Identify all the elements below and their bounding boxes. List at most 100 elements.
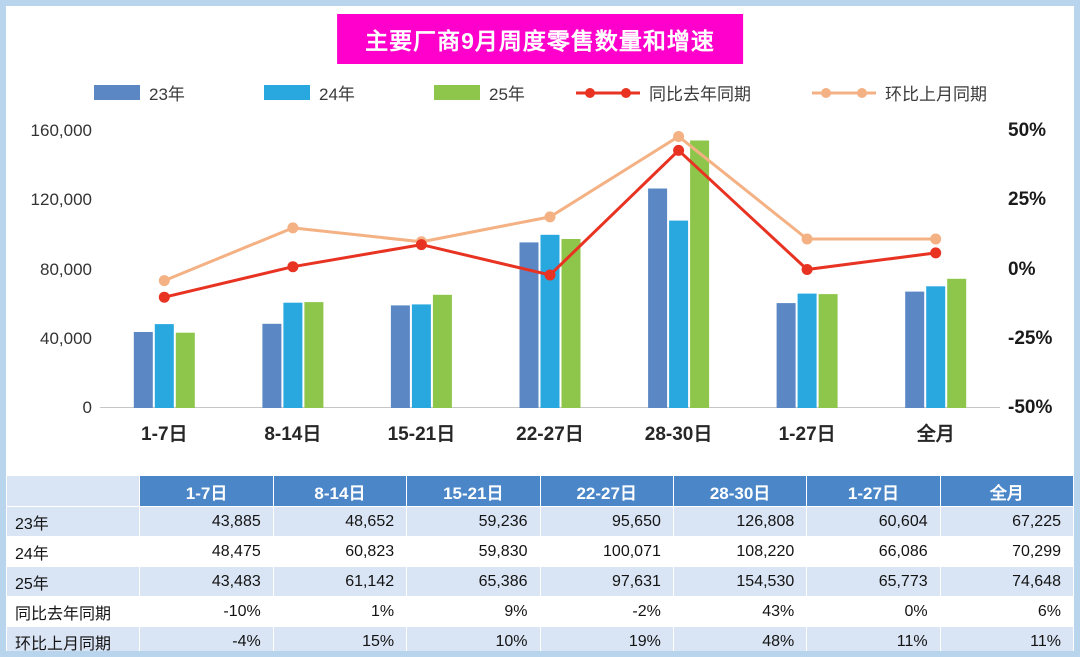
bar-25年-8-14日 bbox=[304, 302, 324, 408]
table-header-cell: 1-27日 bbox=[806, 475, 941, 507]
bar-23年-1-27日 bbox=[776, 303, 796, 408]
chart-title: 主要厂商9月周度零售数量和增速 bbox=[337, 14, 743, 64]
bar-24年-8-14日 bbox=[283, 302, 303, 408]
marker-环比上月同期-8-14日 bbox=[287, 222, 299, 234]
right-axis-tick-label: -25% bbox=[1008, 327, 1053, 349]
table-cell: -4% bbox=[139, 626, 274, 651]
left-axis-tick-label: 0 bbox=[82, 398, 92, 417]
legend-item-5: 环比上月同期 bbox=[812, 80, 987, 105]
table-cell: 126,808 bbox=[672, 506, 808, 537]
marker-环比上月同期-22-27日 bbox=[544, 211, 556, 223]
table-row: 25年 43,483 61,142 65,386 97,631 154,530 65,773… bbox=[6, 566, 1074, 597]
legend-line-swatch bbox=[576, 87, 640, 98]
table-cell: 48,652 bbox=[272, 506, 408, 537]
x-axis-label: 全月 bbox=[916, 424, 955, 445]
table-cell: 11% bbox=[939, 626, 1074, 651]
table-row: 同比去年同期 -10% 1% 9% -2% 43% 0% 6% bbox=[6, 596, 1074, 627]
table-corner-cell bbox=[6, 475, 141, 507]
x-axis-label: 22-27日 bbox=[516, 424, 584, 445]
bar-24年-1-27日 bbox=[797, 293, 817, 408]
table-cell: 11% bbox=[806, 626, 941, 651]
chart-title-text: 主要厂商9月周度零售数量和增速 bbox=[365, 28, 715, 54]
table-cell: 9% bbox=[406, 596, 541, 627]
table-cell: 108,220 bbox=[672, 536, 808, 567]
bar-23年-8-14日 bbox=[262, 323, 282, 408]
bar-23年-22-27日 bbox=[519, 242, 539, 408]
chart-plot bbox=[100, 131, 1000, 408]
legend-label: 25年 bbox=[489, 85, 525, 104]
bar-25年-22-27日 bbox=[561, 239, 581, 408]
table-cell: 1% bbox=[272, 596, 408, 627]
table-cell: 0% bbox=[806, 596, 941, 627]
left-axis-tick-label: 80,000 bbox=[40, 259, 92, 279]
marker-同比去年同期-1-27日 bbox=[801, 264, 813, 275]
table-header-row: 1-7日 8-14日 15-21日 22-27日 28-30日 1-27日 全月 bbox=[6, 475, 1074, 507]
table-row-label: 同比去年同期 bbox=[6, 596, 141, 627]
legend-item-4: 同比去年同期 bbox=[576, 80, 751, 105]
table-cell: 100,071 bbox=[539, 536, 674, 567]
plot-svg bbox=[100, 131, 1000, 408]
bar-23年-1-7日 bbox=[133, 332, 153, 408]
table-header-cell: 8-14日 bbox=[272, 475, 408, 507]
left-axis-tick-label: 40,000 bbox=[40, 328, 92, 348]
legend-label: 同比去年同期 bbox=[649, 85, 751, 104]
bar-23年-全月 bbox=[905, 291, 925, 408]
x-axis: 1-7日 8-14日 15-21日 22-27日 28-30日 1-27日 全月 bbox=[100, 419, 1000, 451]
marker-环比上月同期-28-30日 bbox=[673, 131, 685, 142]
table-cell: 19% bbox=[539, 626, 674, 651]
legend-item-3: 25年 bbox=[434, 80, 525, 105]
marker-环比上月同期-全月 bbox=[930, 233, 942, 245]
table-header-cell: 28-30日 bbox=[672, 475, 808, 507]
table-cell: 60,823 bbox=[272, 536, 408, 567]
legend-label: 环比上月同期 bbox=[885, 85, 987, 104]
table-cell: 15% bbox=[272, 626, 408, 651]
legend-label: 23年 bbox=[149, 85, 185, 104]
table-cell: 6% bbox=[939, 596, 1074, 627]
x-axis-label: 8-14日 bbox=[264, 424, 322, 445]
table-cell: 48% bbox=[672, 626, 808, 651]
table-cell: 60,604 bbox=[806, 506, 941, 537]
bar-24年-15-21日 bbox=[411, 304, 431, 408]
marker-同比去年同期-28-30日 bbox=[673, 144, 685, 156]
legend-bar-swatch bbox=[264, 85, 310, 100]
table-row: 环比上月同期 -4% 15% 10% 19% 48% 11% 11% bbox=[6, 626, 1074, 651]
legend-line-swatch bbox=[812, 87, 876, 98]
table-cell: 61,142 bbox=[272, 566, 408, 597]
marker-环比上月同期-1-7日 bbox=[158, 275, 170, 287]
table-row: 24年 48,475 60,823 59,830 100,071 108,220 66,08… bbox=[6, 536, 1074, 567]
table-cell: -2% bbox=[539, 596, 674, 627]
table-cell: 154,530 bbox=[672, 566, 808, 597]
table-header-cell: 22-27日 bbox=[539, 475, 674, 507]
chart-legend: 23年 24年 25年 同比去年同期 环比上月同期 bbox=[6, 80, 1074, 104]
table-cell: 65,386 bbox=[406, 566, 541, 597]
legend-bar-swatch bbox=[94, 85, 140, 100]
table-row-label: 24年 bbox=[6, 536, 141, 567]
table-header-cell: 全月 bbox=[939, 475, 1074, 507]
table-row-label: 23年 bbox=[6, 506, 141, 537]
right-axis-tick-label: 50% bbox=[1008, 120, 1047, 141]
x-axis-label: 28-30日 bbox=[644, 424, 713, 445]
table-cell: 66,086 bbox=[806, 536, 941, 567]
table-row: 23年 43,885 48,652 59,236 95,650 126,808 60,604… bbox=[6, 506, 1074, 537]
bar-23年-28-30日 bbox=[648, 188, 668, 408]
right-axis-tick-label: -50% bbox=[1008, 397, 1053, 418]
bar-23年-15-21日 bbox=[390, 305, 410, 408]
bar-24年-28-30日 bbox=[669, 220, 689, 408]
table-cell: 70,299 bbox=[939, 536, 1074, 567]
bar-25年-28-30日 bbox=[690, 140, 710, 408]
marker-环比上月同期-1-27日 bbox=[801, 233, 813, 245]
right-axis-tick-label: 0% bbox=[1008, 258, 1036, 280]
bar-25年-全月 bbox=[947, 278, 967, 408]
table-cell: 10% bbox=[406, 626, 541, 651]
table-cell: 43% bbox=[672, 596, 808, 627]
x-axis-label: 1-7日 bbox=[141, 424, 188, 445]
marker-同比去年同期-1-7日 bbox=[158, 291, 170, 303]
legend-item-2: 24年 bbox=[264, 80, 355, 105]
marker-同比去年同期-8-14日 bbox=[287, 261, 299, 273]
marker-同比去年同期-15-21日 bbox=[415, 239, 427, 251]
x-axis-label: 1-27日 bbox=[778, 424, 836, 445]
right-axis-tick-label: 25% bbox=[1008, 189, 1047, 211]
table-cell: 67,225 bbox=[939, 506, 1074, 537]
data-table: 1-7日 8-14日 15-21日 22-27日 28-30日 1-27日 全月 23年 43,… bbox=[6, 475, 1074, 651]
